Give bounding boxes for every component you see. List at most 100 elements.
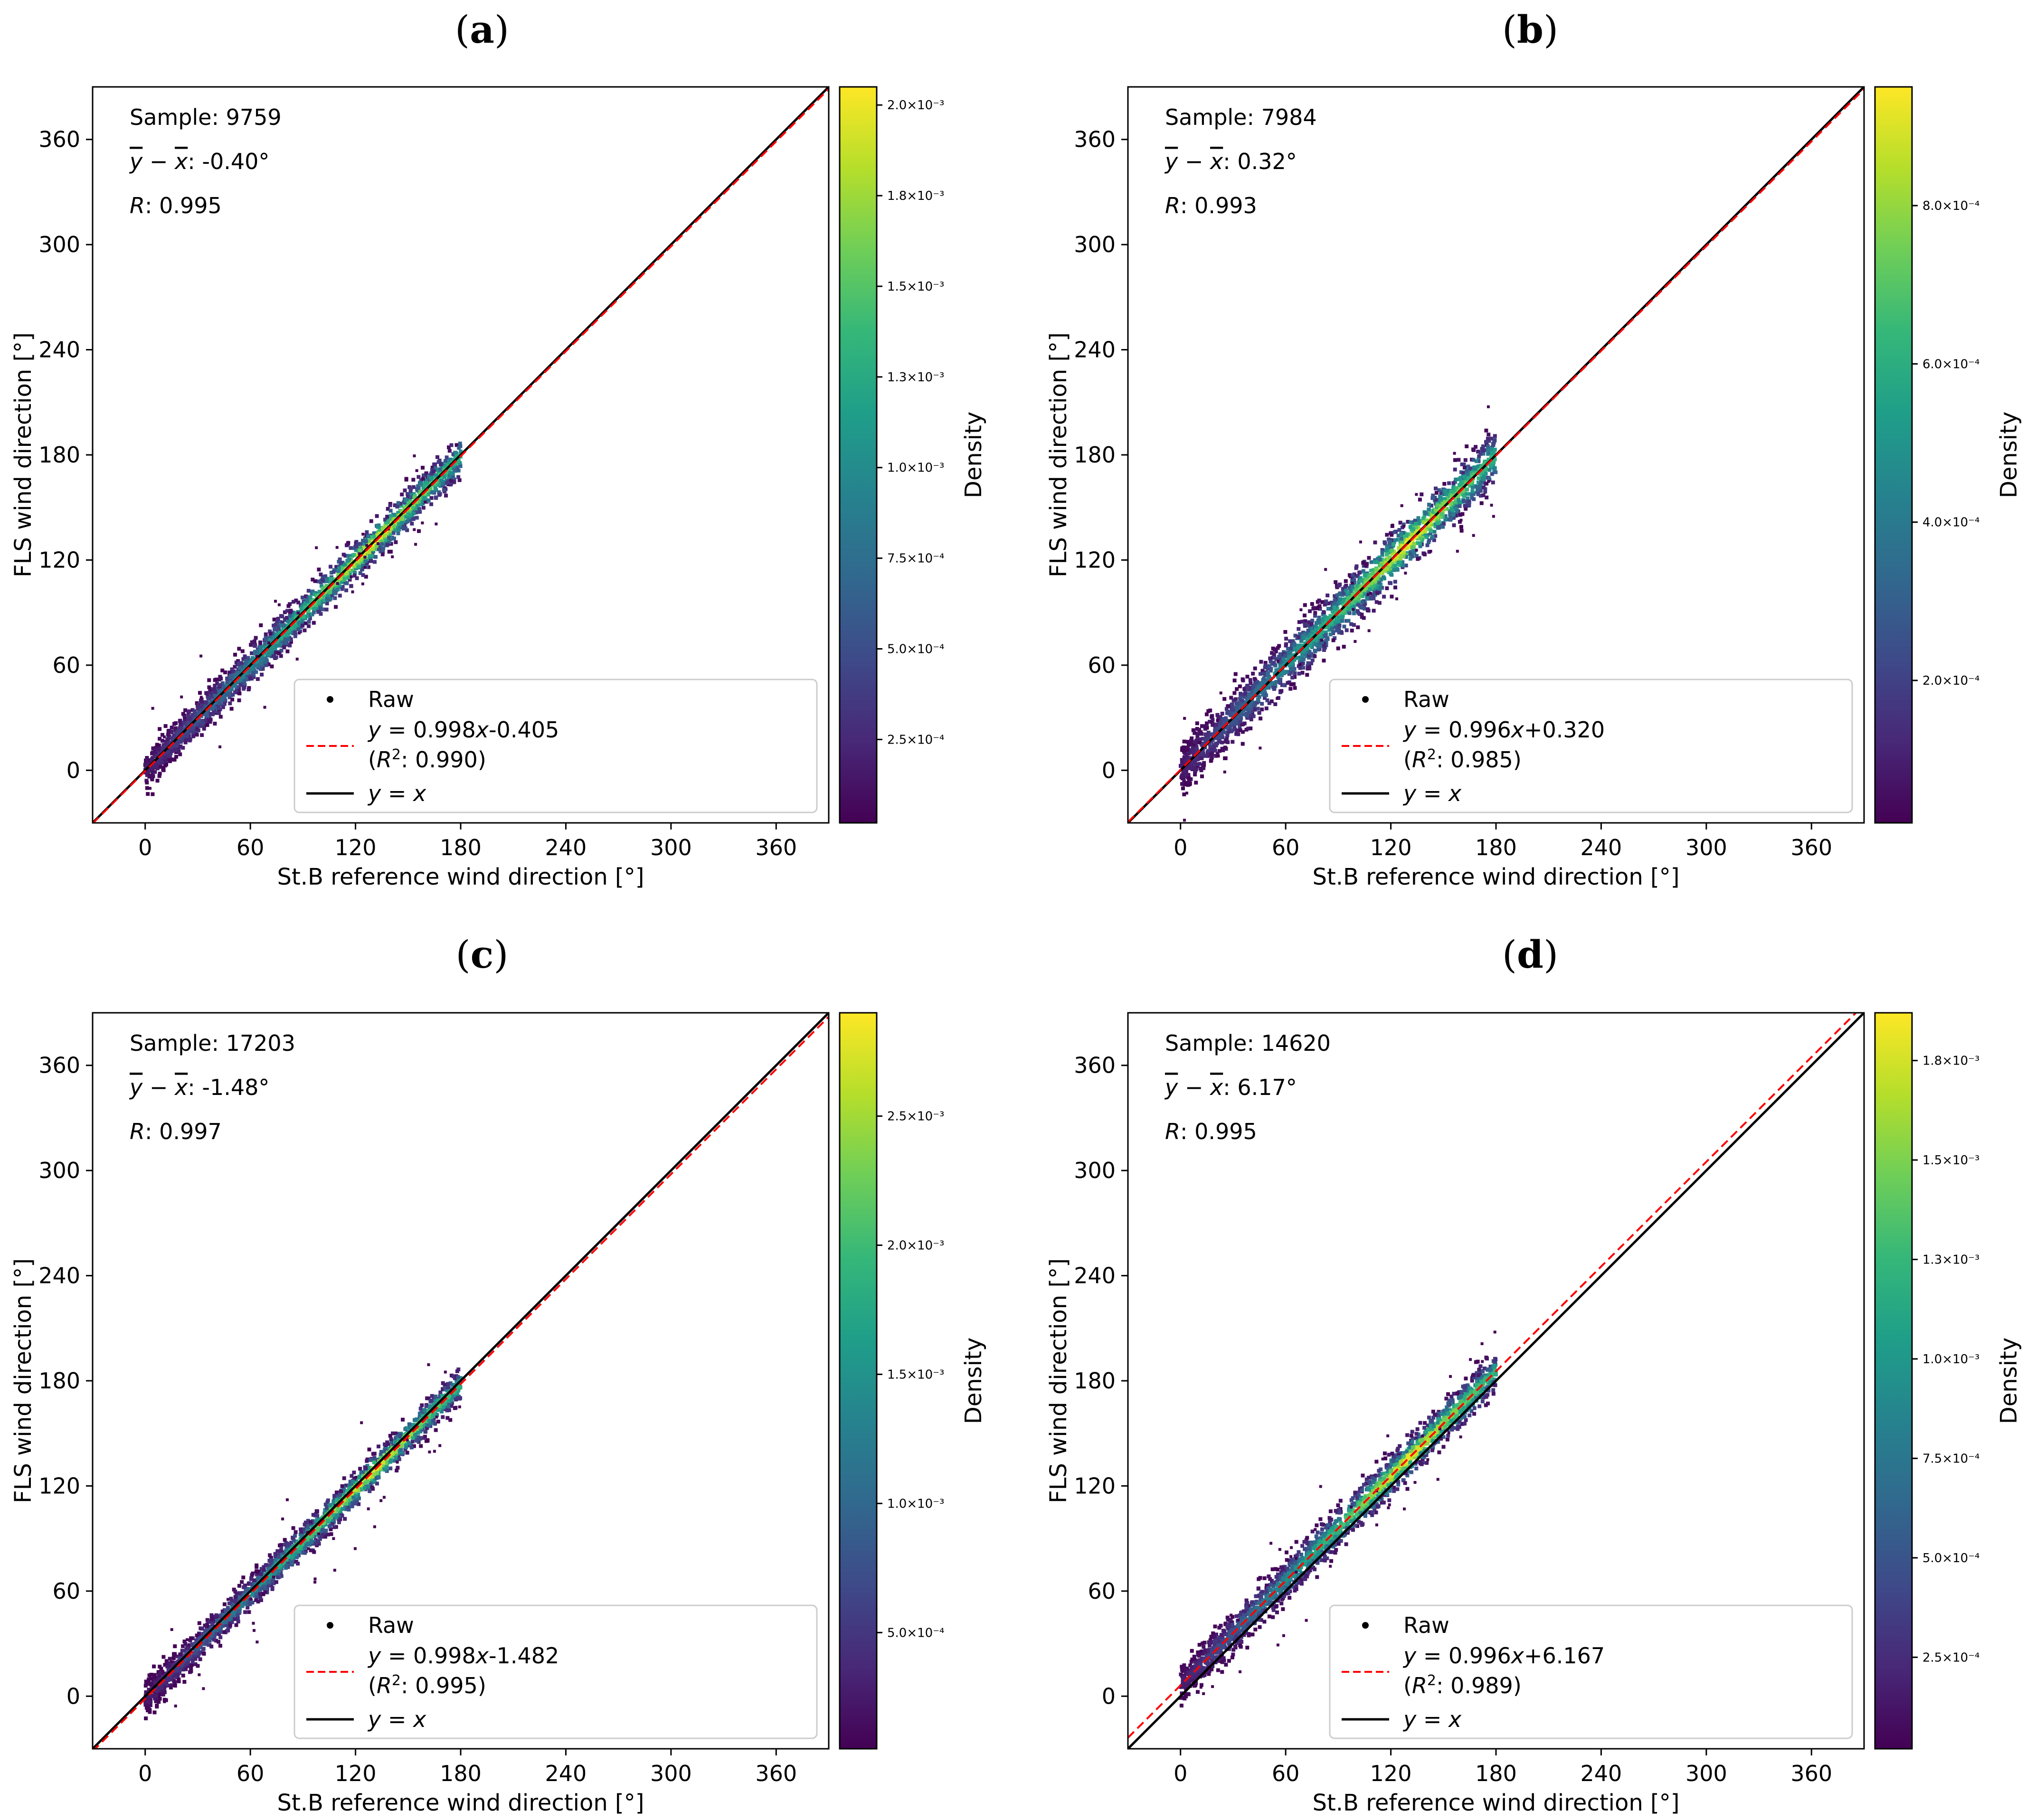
- data-point: [299, 607, 303, 611]
- data-point: [343, 563, 347, 567]
- data-point: [220, 683, 224, 687]
- data-point: [1404, 540, 1409, 545]
- data-point: [1490, 472, 1494, 476]
- data-point: [157, 774, 161, 778]
- data-point: [1185, 740, 1190, 744]
- data-point: [229, 707, 234, 711]
- data-point: [1306, 623, 1310, 628]
- data-point: [1393, 564, 1397, 568]
- data-point: [1352, 605, 1356, 610]
- data-point: [1470, 490, 1475, 493]
- data-point: [1186, 745, 1190, 750]
- data-point: [1299, 650, 1303, 654]
- outlier-point: [1459, 519, 1463, 522]
- data-point: [401, 523, 406, 527]
- data-point: [1438, 504, 1442, 508]
- data-point: [1285, 660, 1289, 664]
- data-point: [1300, 661, 1304, 666]
- data-point: [1401, 555, 1406, 558]
- data-point: [1434, 486, 1438, 490]
- data-point: [449, 478, 453, 482]
- data-point: [446, 480, 450, 484]
- data-point: [447, 478, 451, 481]
- data-point: [1390, 562, 1394, 566]
- data-point: [1325, 594, 1330, 597]
- data-point: [1310, 658, 1315, 662]
- data-point: [1218, 715, 1222, 719]
- data-point: [367, 550, 371, 555]
- data-point: [1310, 627, 1314, 631]
- colorbar-label: Density: [1996, 412, 2022, 498]
- data-point: [1467, 492, 1471, 496]
- data-point: [1273, 663, 1278, 668]
- data-point: [225, 692, 229, 697]
- data-point: [244, 660, 248, 665]
- data-point: [238, 677, 242, 681]
- data-point: [1200, 743, 1204, 747]
- data-point: [1489, 436, 1493, 441]
- data-point: [1238, 725, 1242, 729]
- data-point: [204, 716, 208, 720]
- data-point: [1344, 579, 1348, 583]
- data-point: [1302, 632, 1306, 636]
- data-point: [1481, 449, 1486, 453]
- data-point: [344, 588, 349, 593]
- data-point: [1437, 525, 1441, 529]
- data-point: [233, 690, 237, 695]
- data-point: [1314, 624, 1318, 629]
- data-point: [397, 527, 401, 531]
- data-point: [1325, 636, 1329, 640]
- data-point: [1471, 458, 1476, 462]
- data-point: [416, 484, 420, 488]
- data-point: [1455, 509, 1459, 513]
- data-point: [424, 481, 428, 486]
- data-point: [337, 566, 341, 571]
- data-point: [1295, 647, 1299, 651]
- data-point: [225, 677, 229, 680]
- data-point: [1212, 722, 1216, 726]
- data-point: [1232, 691, 1237, 695]
- data-point: [163, 751, 167, 755]
- data-point: [1295, 656, 1299, 660]
- outlier-point: [1276, 697, 1279, 700]
- data-point: [1489, 447, 1494, 452]
- data-point: [1187, 776, 1191, 781]
- data-point: [1338, 597, 1343, 601]
- data-point: [1309, 661, 1313, 666]
- data-point: [347, 557, 351, 562]
- data-point: [1308, 632, 1313, 636]
- data-point: [231, 669, 236, 673]
- data-point: [1246, 726, 1250, 731]
- data-point: [329, 571, 333, 575]
- data-point: [1324, 599, 1328, 604]
- data-point: [1361, 580, 1365, 584]
- data-point: [1373, 540, 1377, 545]
- data-point: [1257, 685, 1261, 689]
- data-point: [1191, 746, 1195, 751]
- data-point: [1412, 543, 1416, 547]
- data-point: [419, 501, 423, 505]
- colorbar-label: Density: [960, 412, 987, 498]
- data-point: [312, 621, 316, 625]
- data-point: [1180, 748, 1184, 752]
- data-point: [1491, 465, 1495, 469]
- data-point: [352, 574, 357, 578]
- data-point: [1438, 494, 1442, 499]
- outlier-point: [1185, 792, 1188, 795]
- data-point: [293, 625, 297, 630]
- data-point: [1235, 701, 1240, 705]
- data-point: [161, 765, 166, 770]
- data-point: [154, 764, 159, 768]
- data-point: [341, 580, 344, 584]
- data-point: [1318, 635, 1323, 639]
- outlier-point: [1402, 525, 1405, 528]
- data-point: [1384, 552, 1389, 556]
- data-point: [1268, 656, 1272, 660]
- data-point: [1264, 693, 1268, 698]
- outlier-point: [1354, 640, 1357, 643]
- data-point: [301, 621, 305, 625]
- outlier-point: [1219, 691, 1222, 695]
- data-point: [1437, 488, 1441, 492]
- data-point: [241, 679, 245, 684]
